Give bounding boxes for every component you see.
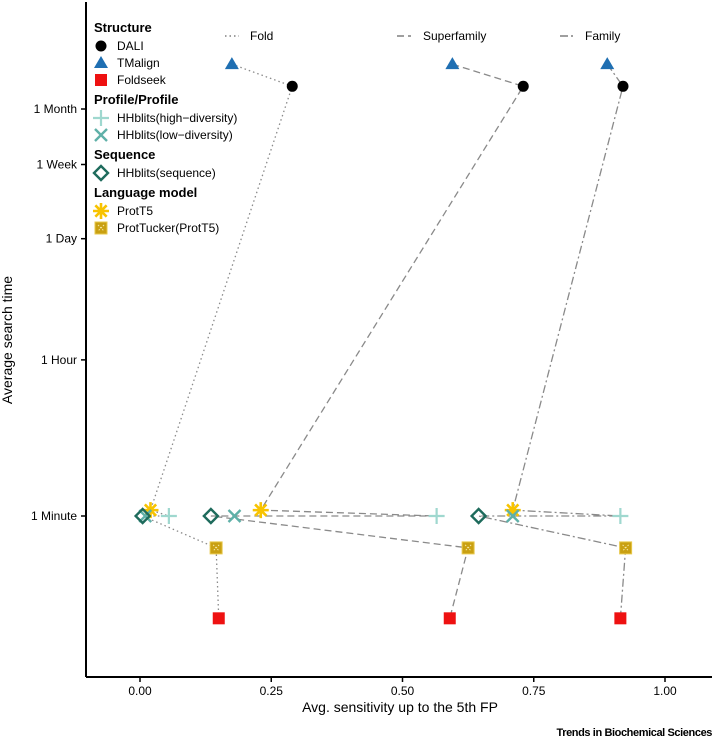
cross-marker: [227, 509, 242, 523]
circle-marker: [517, 80, 529, 92]
credit-text: Trends in Biochemical Sciences: [556, 727, 712, 739]
x-tick-label: 0.50: [391, 684, 415, 698]
legend: Structure DALI TMalign Foldseek Profile/Prof…: [92, 20, 237, 235]
point-family: [469, 507, 488, 525]
line-superfamily: [210, 63, 525, 619]
linetype-label: Family: [585, 29, 620, 43]
y-tick-label: 1 Week: [37, 157, 78, 171]
point-family: [505, 509, 520, 523]
point-fold: [133, 507, 152, 525]
asterisk-marker: [252, 502, 269, 519]
asterisk-marker: [504, 502, 521, 519]
point-family: [619, 541, 633, 555]
asterisk-marker: [93, 203, 109, 219]
point-fold: [209, 541, 223, 555]
legend-label: TMalign: [117, 56, 160, 70]
legend-key: [94, 221, 108, 235]
y-tick-label: 1 Month: [34, 102, 77, 116]
legend-key: [93, 110, 109, 126]
legend-key: [95, 74, 107, 86]
legend-label: ProtTucker(ProtT5): [117, 221, 219, 235]
y-tick-label: 1 Hour: [41, 353, 77, 367]
triangle-marker: [224, 57, 239, 70]
legend-group-title: Sequence: [94, 147, 155, 162]
legend-key: [95, 40, 107, 52]
x-tick-label: 0.00: [128, 684, 152, 698]
box-x-marker: [464, 544, 472, 552]
square-marker: [95, 74, 107, 86]
triangle-marker: [445, 57, 460, 70]
legend-label: DALI: [117, 39, 144, 53]
legend-label: HHblits(low−diversity): [117, 128, 233, 142]
plus-marker: [160, 508, 177, 524]
triangle-marker: [600, 57, 615, 70]
cross-marker: [505, 509, 520, 523]
square-marker: [212, 612, 225, 625]
plus-marker: [428, 508, 445, 524]
linetype-legend: Fold Superfamily Family: [225, 29, 620, 43]
point-family: [617, 80, 629, 92]
line-family: [478, 63, 627, 619]
cross-marker: [94, 128, 108, 142]
point-superfamily: [227, 509, 242, 523]
legend-key: [94, 128, 108, 142]
legend-group-title: Profile/Profile: [94, 92, 179, 107]
point-fold: [212, 612, 225, 625]
y-axis-label: Average search time: [0, 276, 15, 404]
box-x-marker: [97, 224, 105, 232]
diamond-marker: [202, 507, 220, 525]
legend-group-title: Structure: [94, 20, 152, 35]
legend-label: ProtT5: [117, 204, 153, 218]
point-superfamily: [428, 508, 445, 524]
diamond-marker: [469, 507, 488, 525]
plus-marker: [93, 110, 109, 126]
triangle-marker: [94, 56, 108, 68]
x-tick-label: 1.00: [653, 684, 677, 698]
diamond-marker: [92, 164, 110, 182]
y-tick-label: 1 Minute: [31, 509, 77, 523]
x-tick-label: 0.25: [260, 684, 284, 698]
legend-key: [92, 164, 110, 182]
box-x-marker: [212, 544, 220, 552]
y-tick-label: 1 Day: [46, 232, 77, 246]
point-family: [614, 612, 627, 625]
square-marker: [443, 612, 456, 625]
linetype-label: Superfamily: [423, 29, 486, 43]
plus-marker: [612, 508, 629, 524]
point-superfamily: [461, 541, 475, 555]
point-fold: [286, 80, 298, 92]
circle-marker: [617, 80, 629, 92]
point-family: [504, 502, 521, 519]
square-marker: [614, 612, 627, 625]
series-lines: [142, 63, 627, 619]
point-superfamily: [202, 507, 220, 525]
point-superfamily: [445, 57, 460, 70]
legend-group-title: Language model: [94, 185, 197, 200]
x-axis-label: Avg. sensitivity up to the 5th FP: [302, 699, 498, 715]
point-superfamily: [252, 502, 269, 519]
legend-key: [94, 56, 108, 68]
linetype-label: Fold: [250, 29, 273, 43]
diamond-marker: [133, 507, 152, 525]
legend-key: [93, 203, 109, 219]
point-family: [612, 508, 629, 524]
point-family: [600, 57, 615, 70]
point-fold: [160, 508, 177, 524]
x-tick-label: 0.75: [522, 684, 546, 698]
line-fold: [142, 63, 294, 619]
point-superfamily: [443, 612, 456, 625]
circle-marker: [95, 40, 107, 52]
legend-label: HHblits(high−diversity): [117, 111, 237, 125]
box-x-marker: [622, 544, 629, 552]
legend-label: HHblits(sequence): [117, 166, 216, 180]
point-superfamily: [517, 80, 529, 92]
legend-label: Foldseek: [117, 73, 167, 87]
point-fold: [224, 57, 239, 70]
circle-marker: [286, 80, 298, 92]
